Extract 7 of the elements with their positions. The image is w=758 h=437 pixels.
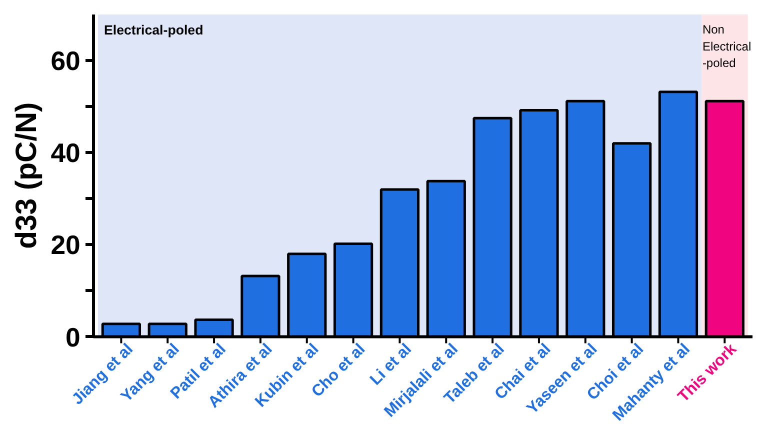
y-tick-label: 60 [50,46,80,76]
y-tick-label: 20 [50,230,80,260]
y-axis-title: d33 (pC/N) [10,102,43,249]
y-tick-label: 40 [50,138,80,168]
band-label: Non Electrical -poled [702,22,752,70]
band-label: Electrical-poled [104,22,204,38]
y-tick-label: 0 [66,322,80,352]
